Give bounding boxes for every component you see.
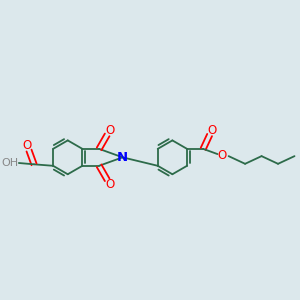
Text: OH: OH (2, 158, 19, 168)
Text: O: O (105, 124, 114, 137)
Text: N: N (117, 151, 128, 164)
Text: O: O (105, 178, 114, 191)
Text: O: O (207, 124, 216, 137)
Text: O: O (218, 149, 227, 162)
Text: O: O (23, 140, 32, 152)
